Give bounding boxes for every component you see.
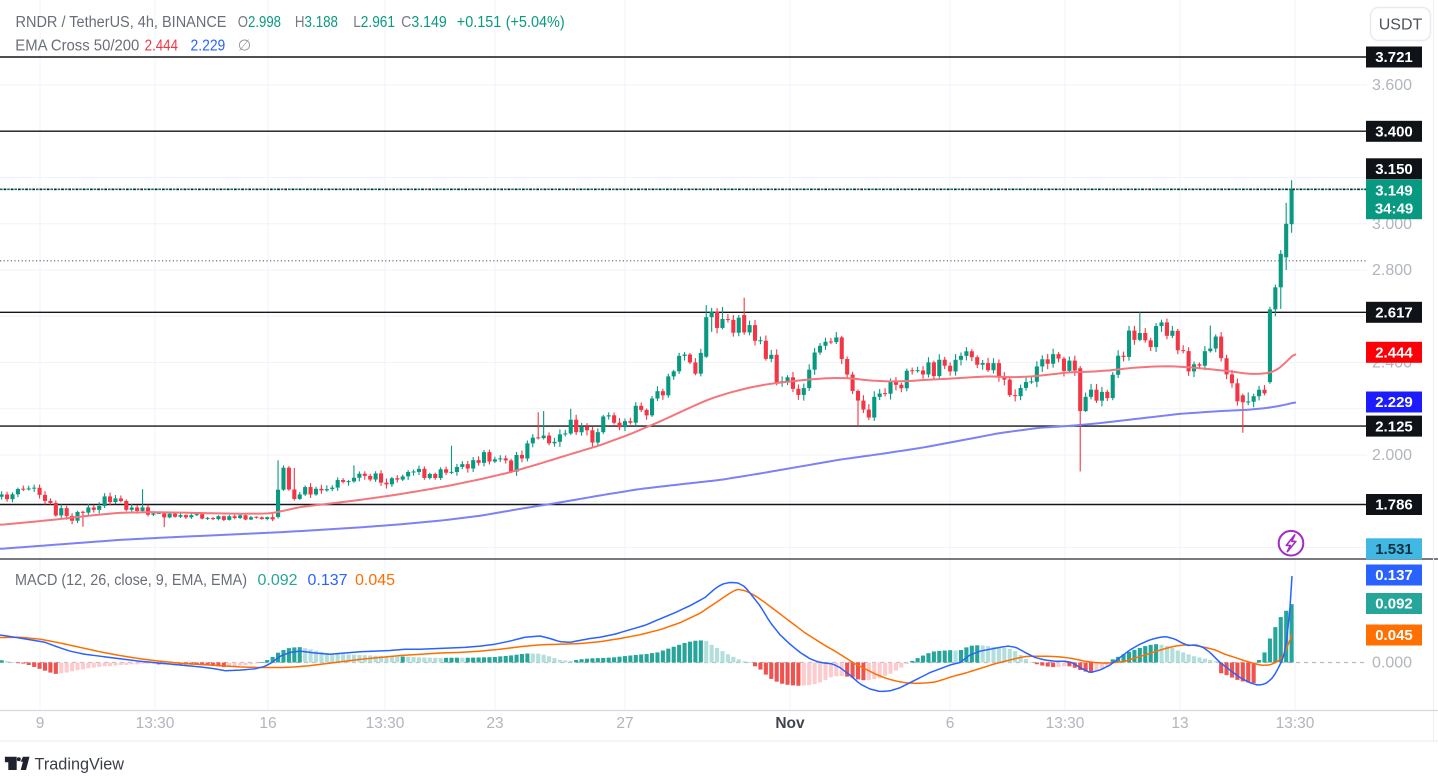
svg-text:USDT: USDT bbox=[1379, 17, 1423, 34]
svg-text:0.092: 0.092 bbox=[258, 572, 298, 589]
svg-text:6: 6 bbox=[946, 715, 955, 732]
svg-text:0.045: 0.045 bbox=[355, 572, 395, 589]
svg-text:13:30: 13:30 bbox=[1276, 715, 1315, 732]
svg-text:0.045: 0.045 bbox=[1375, 627, 1413, 644]
svg-text:3.600: 3.600 bbox=[1372, 77, 1412, 94]
svg-text:∅: ∅ bbox=[238, 38, 252, 55]
svg-text:1.531: 1.531 bbox=[1375, 541, 1413, 558]
svg-text:23: 23 bbox=[486, 715, 503, 732]
svg-text:3.149: 3.149 bbox=[1375, 183, 1413, 200]
svg-text:2.444: 2.444 bbox=[1375, 345, 1413, 362]
svg-text:C3.149: C3.149 bbox=[401, 14, 447, 31]
svg-text:3.721: 3.721 bbox=[1375, 49, 1413, 66]
svg-text:O2.998: O2.998 bbox=[238, 14, 281, 31]
svg-text:1.786: 1.786 bbox=[1375, 497, 1413, 514]
svg-text:0.092: 0.092 bbox=[1375, 596, 1413, 613]
svg-text:+0.151: +0.151 bbox=[457, 14, 502, 31]
svg-text:2.229: 2.229 bbox=[1375, 394, 1413, 411]
svg-text:EMA Cross 50/200: EMA Cross 50/200 bbox=[15, 38, 139, 55]
svg-text:2.617: 2.617 bbox=[1375, 305, 1413, 322]
svg-text:2.125: 2.125 bbox=[1375, 418, 1413, 435]
svg-text:Nov: Nov bbox=[775, 715, 805, 732]
svg-text:13: 13 bbox=[1171, 715, 1188, 732]
svg-text:13:30: 13:30 bbox=[136, 715, 175, 732]
svg-text:3.400: 3.400 bbox=[1375, 123, 1413, 140]
svg-text:0.000: 0.000 bbox=[1372, 655, 1412, 672]
svg-text:(+5.04%): (+5.04%) bbox=[506, 14, 565, 31]
svg-text:16: 16 bbox=[259, 715, 276, 732]
svg-text:2.444: 2.444 bbox=[145, 38, 179, 55]
svg-text:34:49: 34:49 bbox=[1375, 201, 1413, 218]
svg-text:0.137: 0.137 bbox=[1375, 567, 1413, 584]
svg-text:9: 9 bbox=[36, 715, 45, 732]
svg-text:2.229: 2.229 bbox=[191, 38, 226, 55]
svg-text:27: 27 bbox=[616, 715, 633, 732]
svg-text:L2.961: L2.961 bbox=[353, 14, 395, 31]
svg-text:3.000: 3.000 bbox=[1372, 216, 1412, 233]
svg-text:TradingView: TradingView bbox=[35, 755, 125, 774]
svg-text:2.000: 2.000 bbox=[1372, 447, 1412, 464]
svg-text:H3.188: H3.188 bbox=[295, 14, 338, 31]
svg-text:MACD (12, 26, close, 9, EMA, E: MACD (12, 26, close, 9, EMA, EMA) bbox=[15, 572, 247, 589]
svg-text:13:30: 13:30 bbox=[1046, 715, 1085, 732]
svg-text:3.150: 3.150 bbox=[1375, 161, 1413, 178]
svg-text:13:30: 13:30 bbox=[366, 715, 405, 732]
svg-text:RNDR / TetherUS, 4h, BINANCE: RNDR / TetherUS, 4h, BINANCE bbox=[16, 14, 227, 31]
svg-text:2.800: 2.800 bbox=[1372, 262, 1412, 279]
svg-text:0.137: 0.137 bbox=[308, 572, 348, 589]
